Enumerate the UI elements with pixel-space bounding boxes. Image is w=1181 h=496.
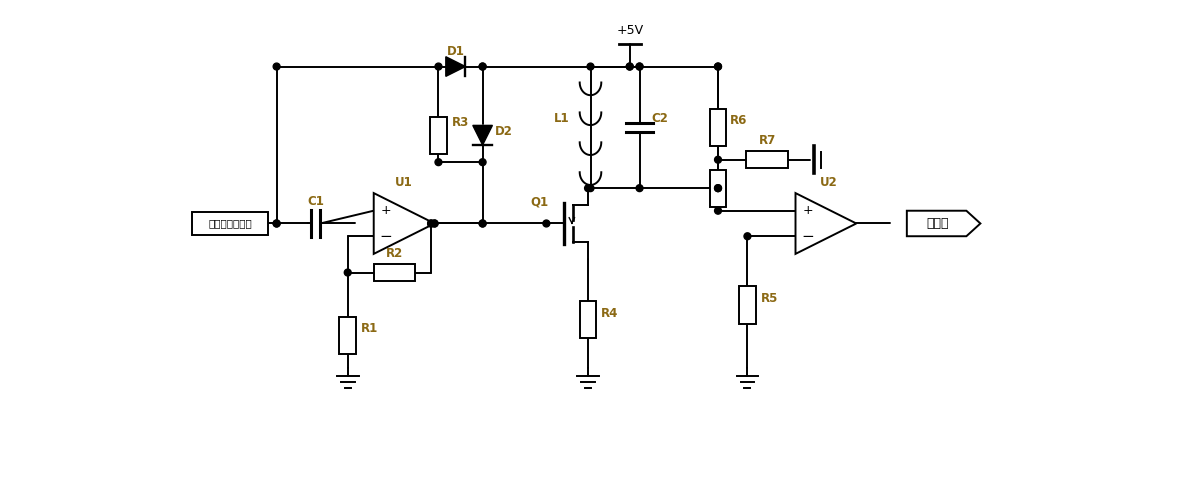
Bar [339,316,355,354]
Circle shape [273,220,280,227]
Text: −: − [379,229,392,244]
Bar [430,117,446,154]
Text: 红外温度传感器: 红外温度传感器 [208,218,252,229]
Text: R1: R1 [361,322,378,335]
Text: C1: C1 [307,195,325,208]
Circle shape [585,185,592,191]
Circle shape [479,220,487,227]
Text: U2: U2 [820,176,837,189]
Circle shape [479,63,487,70]
Text: +: + [802,204,813,217]
Circle shape [715,185,722,191]
Circle shape [587,63,594,70]
Text: D1: D1 [446,45,464,58]
Circle shape [637,63,642,70]
Circle shape [479,220,487,227]
Circle shape [744,233,751,240]
Bar [580,301,596,338]
Circle shape [479,159,487,166]
Bar [193,212,268,235]
Circle shape [715,63,722,70]
Circle shape [431,220,438,227]
Circle shape [345,269,351,276]
Circle shape [428,220,435,227]
Text: R5: R5 [761,292,778,305]
Polygon shape [472,125,492,145]
Circle shape [715,156,722,163]
Bar [710,109,726,146]
Circle shape [715,63,722,70]
Circle shape [587,185,594,191]
Text: C2: C2 [652,113,668,125]
Bar [373,264,415,281]
Bar [739,286,756,323]
Text: U1: U1 [396,176,413,189]
Circle shape [715,185,722,191]
Text: +5V: +5V [616,24,644,37]
Text: −: − [802,229,814,244]
Text: R6: R6 [730,115,748,127]
Circle shape [626,63,633,70]
Circle shape [626,63,633,70]
Circle shape [479,63,487,70]
Text: R7: R7 [758,134,776,147]
Circle shape [435,159,442,166]
Text: D2: D2 [495,124,513,138]
Circle shape [428,220,435,227]
Circle shape [273,220,280,227]
Text: 控制器: 控制器 [926,217,950,230]
Text: R3: R3 [452,117,469,129]
Circle shape [715,207,722,214]
Text: L1: L1 [554,113,570,125]
Polygon shape [907,211,980,236]
Circle shape [637,185,642,191]
Text: R2: R2 [386,248,403,260]
Polygon shape [445,57,465,76]
Polygon shape [796,193,856,254]
Circle shape [431,220,438,227]
Text: +: + [380,204,391,217]
Circle shape [543,220,550,227]
Circle shape [637,63,642,70]
Polygon shape [373,193,435,254]
Circle shape [435,63,442,70]
Circle shape [273,63,280,70]
Bar [746,151,788,168]
Text: R4: R4 [601,307,619,319]
Text: Q1: Q1 [530,196,549,209]
Bar [710,170,726,207]
